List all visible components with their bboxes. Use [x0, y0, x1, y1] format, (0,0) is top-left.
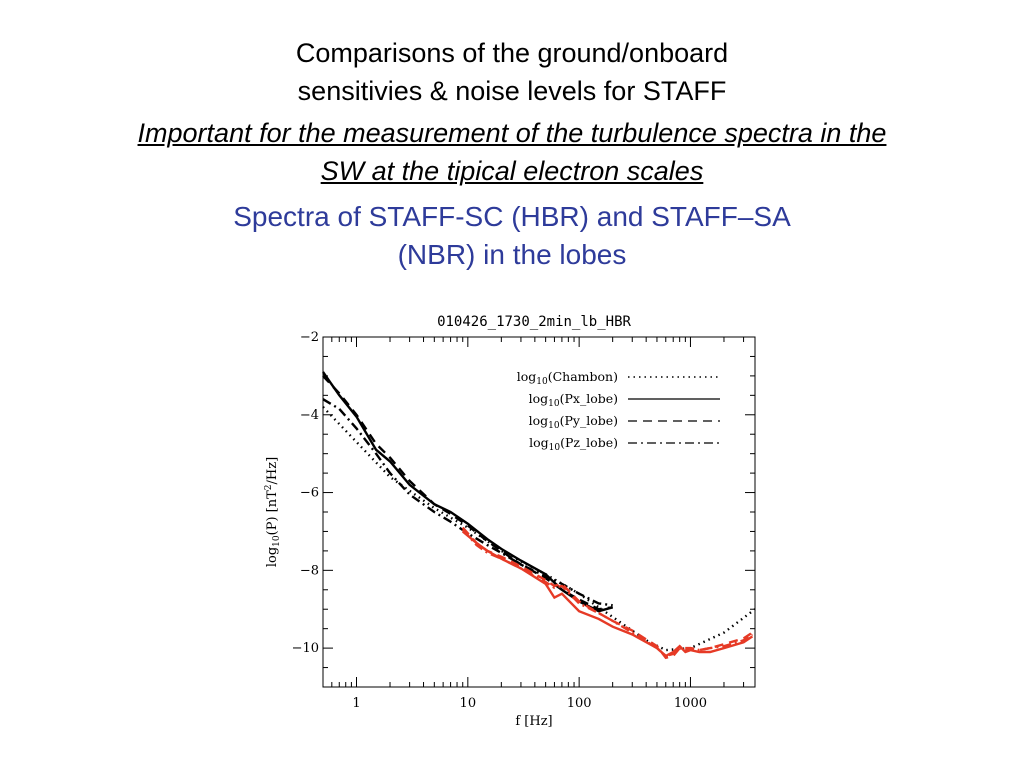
section-heading-line-2: (NBR) in the lobes: [397, 239, 627, 270]
series-line-hbr-solid: [322, 371, 614, 613]
legend-label: log10(Chambon): [517, 369, 618, 387]
slide-subtitle-line-1: Important for the measurement of the tur…: [137, 118, 887, 148]
legend-label: log10(Py_lobe): [529, 413, 618, 431]
slide-title-line-2: sensitivies & noise levels for STAFF: [297, 76, 727, 106]
y-tick-label: −6: [300, 486, 319, 501]
series-line-hbr-dash-dot: [322, 398, 613, 607]
slide-subtitle-line-2: SW at the tipical electron scales: [320, 156, 704, 186]
x-axis-title: f [Hz]: [515, 714, 552, 729]
slide-title-line-1: Comparisons of the ground/onboard: [295, 38, 729, 68]
y-tick-label: −8: [300, 563, 319, 578]
series-line-nbr-solid: [461, 530, 754, 658]
plot-frame: [322, 336, 756, 688]
spectrum-chart: 010426_1730_2min_lb_HBR −2 −4 −6 −8 −10 1 10 10…: [264, 314, 756, 729]
series-line-nbr-dashed: [461, 526, 754, 660]
chart-title: 010426_1730_2min_lb_HBR: [437, 314, 631, 330]
series-layer: [322, 371, 756, 660]
legend-label: log10(Pz_lobe): [529, 435, 618, 453]
x-tick-label: 1: [352, 696, 360, 711]
slide-title: Comparisons of the ground/onboard sensit…: [0, 34, 1024, 110]
y-tick-label: −10: [292, 641, 319, 656]
x-tick-label: 1000: [674, 696, 707, 711]
series-line-chambon-dotted: [322, 406, 756, 652]
series-line-nbr-dash-dot: [461, 528, 754, 658]
y-axis-title: log10(P) [nT2/Hz]: [264, 457, 282, 567]
x-tick-label: 100: [567, 696, 592, 711]
section-heading: Spectra of STAFF-SC (HBR) and STAFF–SA (…: [0, 198, 1024, 274]
legend-label: log10(Px_lobe): [529, 391, 618, 409]
legend: log10(Chambon) log10(Px_lobe) log10(Py_lob…: [517, 369, 720, 453]
x-tick-label: 10: [460, 696, 477, 711]
section-heading-line-1: Spectra of STAFF-SC (HBR) and STAFF–SA: [233, 201, 791, 232]
axis-ticks: −2 −4 −6 −8 −10 1 10 100 1000: [292, 330, 755, 711]
series-line-hbr-dashed: [322, 375, 613, 611]
y-tick-label: −4: [300, 408, 319, 423]
y-tick-label: −2: [300, 330, 319, 345]
slide-subtitle: Important for the measurement of the tur…: [0, 114, 1024, 190]
